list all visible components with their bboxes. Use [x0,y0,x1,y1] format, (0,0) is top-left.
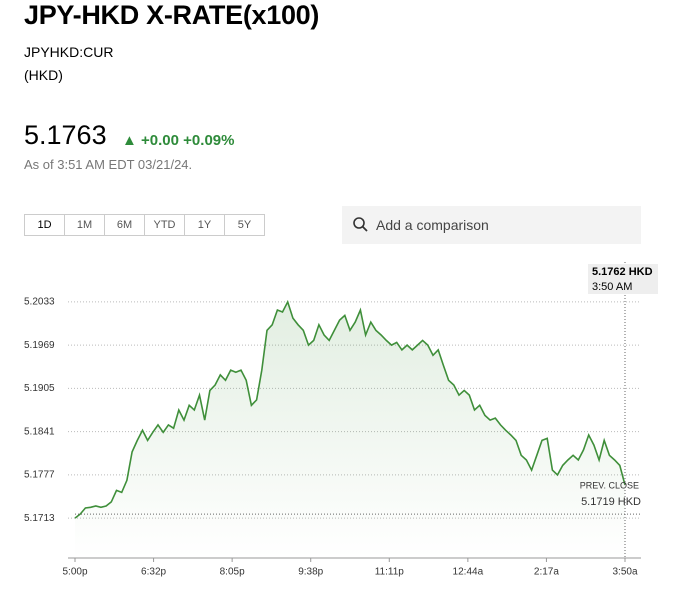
last-time: 3:50 AM [592,281,632,293]
y-tick-label: 5.1969 [24,340,55,351]
x-tick-label: 5:00p [62,567,87,578]
range-tab[interactable]: 1D [25,215,65,235]
last-value-label: 5.1762 HKD [592,266,653,278]
x-tick-label: 6:32p [141,567,166,578]
title: JPY-HKD X-RATE(x100) [24,0,320,30]
price: 5.1763 [24,120,107,150]
up-arrow: ▲ [122,132,137,149]
change-pct: +0.09% [183,132,235,149]
change-value: +0.00 [141,132,179,149]
change: ▲ +0.00 +0.09% [122,132,234,149]
x-tick-label: 3:50a [612,567,637,578]
x-tick-label: 2:17a [534,567,559,578]
symbol: JPYHKD:CUR [24,44,114,60]
range-tab[interactable]: 1Y [185,215,225,235]
range-tab[interactable]: 1M [65,215,105,235]
as-of: As of 3:51 AM EDT 03/21/24. [24,157,193,172]
y-tick-label: 5.1713 [24,513,55,524]
x-tick-label: 8:05p [220,567,245,578]
x-tick-label: 9:38p [298,567,323,578]
range-tab[interactable]: 5Y [237,219,252,231]
x-tick-label: 11:11p [375,567,405,578]
search-icon [353,217,368,232]
y-tick-label: 5.1777 [24,470,55,481]
prev-close-label: 5.1719 HKD [581,496,641,508]
comparison-search[interactable]: Add a comparison [342,206,641,244]
range-tab[interactable]: YTD [145,215,185,235]
area [75,301,625,558]
y-tick-label: 5.1905 [24,383,55,394]
last-label-bg [588,264,658,294]
range-tab[interactable]: 6M [105,215,145,235]
line [74,299,626,519]
y-tick-label: 5.2033 [24,297,55,308]
prev-close-title: PREV. CLOSE [580,480,639,490]
y-tick-label: 5.1841 [24,426,55,437]
range-tabs: 1D 1M 6M YTD 1Y 5Y [24,214,265,236]
currency: (HKD) [24,67,63,83]
search-placeholder: Add a comparison [376,217,489,233]
x-tick-label: 12:44a [453,567,484,578]
